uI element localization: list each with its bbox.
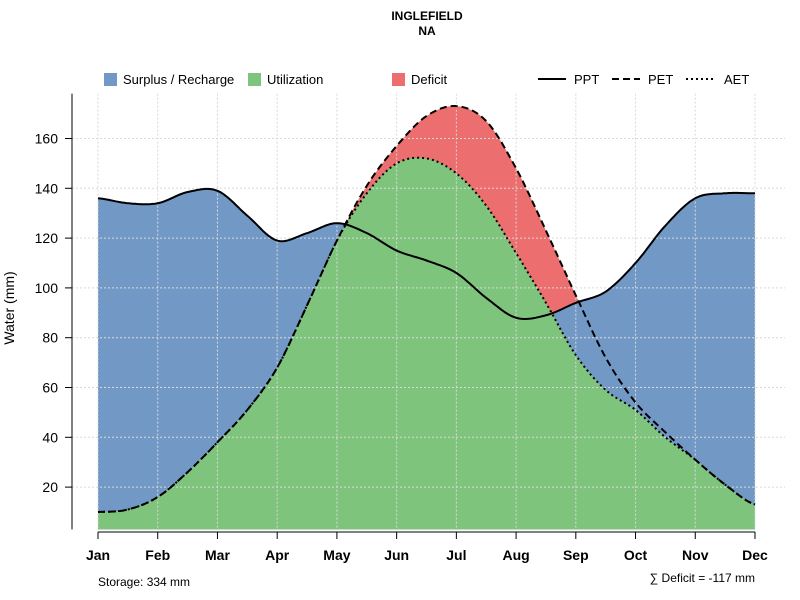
series-lines <box>97 105 756 513</box>
legend-label-pet: PET <box>648 72 673 87</box>
gridlines <box>72 93 785 530</box>
legend-swatch-deficit <box>392 73 405 86</box>
x-tick-label: Mar <box>205 547 230 563</box>
pet-line <box>97 105 756 513</box>
area-fills <box>98 106 755 530</box>
legend-label-deficit: Deficit <box>411 72 448 87</box>
storage-label: Storage: 334 mm <box>98 575 190 589</box>
legend: Surplus / Recharge Utilization Deficit P… <box>104 72 749 87</box>
x-tick-label: Aug <box>502 547 529 563</box>
utilization-area <box>98 157 755 530</box>
x-tick-label: May <box>323 547 350 563</box>
chart-title: INGLEFIELD <box>391 9 463 23</box>
x-tick-label: Jun <box>384 547 409 563</box>
legend-label-utilization: Utilization <box>267 72 323 87</box>
x-tick-label: Apr <box>265 547 290 563</box>
x-tick-label: Oct <box>624 547 648 563</box>
x-tick-label: Sep <box>563 547 589 563</box>
legend-label-aet: AET <box>724 72 749 87</box>
x-tick-label: Feb <box>145 547 170 563</box>
y-tick-label: 40 <box>42 429 58 445</box>
y-tick-label: 60 <box>42 380 58 396</box>
y-tick-label: 80 <box>42 330 58 346</box>
legend-label-surplus: Surplus / Recharge <box>123 72 234 87</box>
axes: 20 40 60 80 100 120 140 160 Jan Feb Mar Apr May Jun Ju… <box>35 93 768 563</box>
x-tick-label: Jan <box>86 547 110 563</box>
legend-swatch-utilization <box>248 73 261 86</box>
y-tick-label: 100 <box>35 280 59 296</box>
x-tick-label: Dec <box>742 547 768 563</box>
chart-subtitle: NA <box>418 24 436 38</box>
aet-line <box>97 156 756 513</box>
y-tick-label: 160 <box>35 131 59 147</box>
x-tick-label: Jul <box>446 547 466 563</box>
x-tick-label: Nov <box>682 547 709 563</box>
y-tick-label: 120 <box>35 230 59 246</box>
legend-swatch-surplus <box>104 73 117 86</box>
ppt-line <box>97 187 755 321</box>
legend-label-ppt: PPT <box>574 72 599 87</box>
y-axis-title: Water (mm) <box>1 271 17 344</box>
y-tick-label: 140 <box>35 180 59 196</box>
deficit-sum-label: ∑ Deficit = -117 mm <box>650 571 755 585</box>
y-tick-label: 20 <box>42 479 58 495</box>
